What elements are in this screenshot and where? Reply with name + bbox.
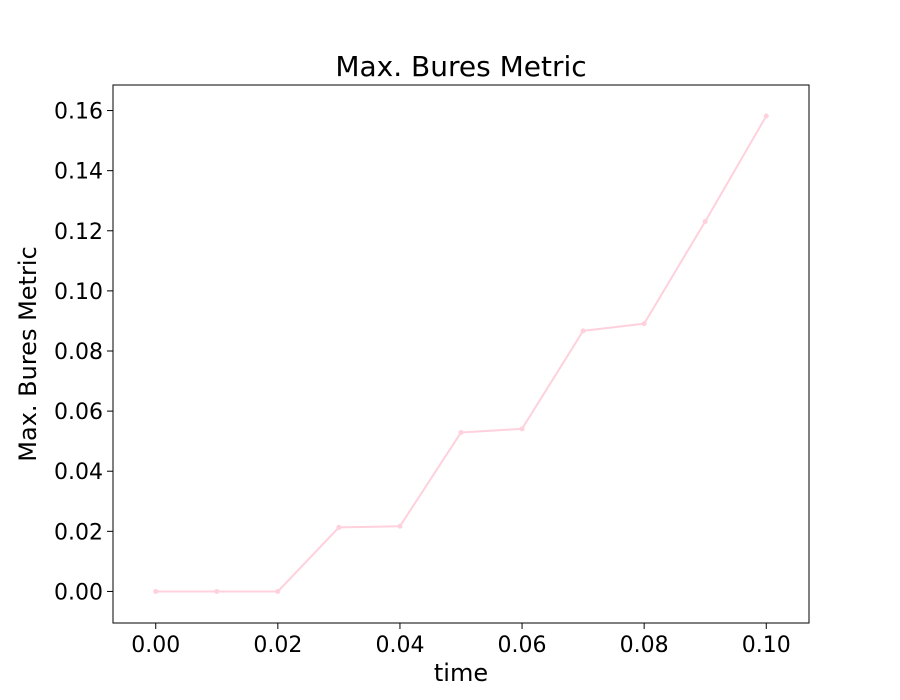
data-point	[336, 524, 342, 530]
y-tick-label: 0.14	[54, 160, 103, 185]
y-tick-label: 0.06	[54, 400, 103, 425]
data-point	[275, 588, 281, 594]
plot-frame	[112, 84, 810, 624]
x-tick-label: 0.02	[253, 633, 302, 658]
data-point	[580, 328, 586, 334]
chart-title: Max. Bures Metric	[335, 50, 586, 83]
data-point	[763, 113, 769, 119]
y-tick-label: 0.02	[54, 520, 103, 545]
y-tick-label: 0.12	[54, 220, 103, 245]
x-tick-label: 0.06	[498, 633, 547, 658]
y-axis-label: Max. Bures Metric	[14, 246, 42, 461]
x-tick-label: 0.08	[620, 633, 669, 658]
x-tick-label: 0.00	[131, 633, 180, 658]
y-tick-label: 0.16	[54, 100, 103, 125]
y-tick-label: 0.00	[54, 580, 103, 605]
data-point	[214, 588, 220, 594]
y-tick-label: 0.10	[54, 280, 103, 305]
data-point	[641, 321, 647, 327]
y-tick-label: 0.04	[54, 460, 103, 485]
y-tick-label: 0.08	[54, 340, 103, 365]
data-point	[702, 218, 708, 224]
data-point	[397, 523, 403, 529]
x-axis-label: time	[434, 659, 488, 687]
data-point	[153, 588, 159, 594]
data-point	[458, 429, 464, 435]
x-tick-label: 0.10	[742, 633, 791, 658]
x-tick-label: 0.04	[375, 633, 424, 658]
data-point	[519, 426, 525, 432]
